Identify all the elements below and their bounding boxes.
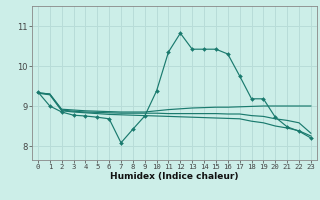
X-axis label: Humidex (Indice chaleur): Humidex (Indice chaleur) xyxy=(110,172,239,181)
